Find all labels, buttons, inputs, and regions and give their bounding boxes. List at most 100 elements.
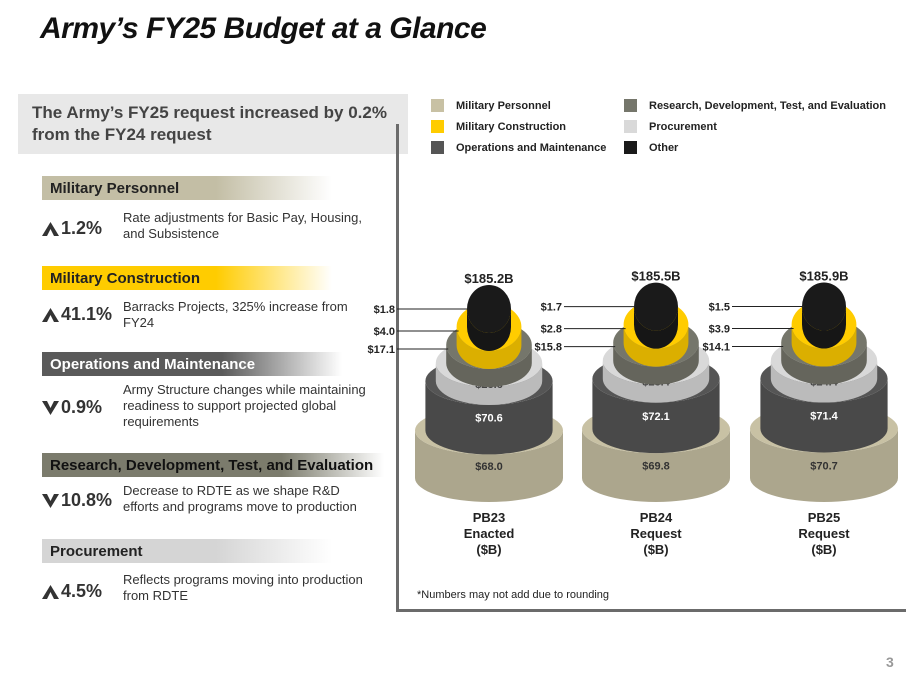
stack-value-label: $69.8 [642,461,670,473]
change-description: Army Structure changes while maintaining… [123,382,366,429]
legend-item-other: Other [624,141,678,154]
legend-label: Operations and Maintenance [456,141,607,154]
stack-total-label: $185.5B [631,269,680,284]
chevron-up-icon [42,584,59,599]
stack-other-1-side [467,308,511,351]
page-title: Army’s FY25 Budget at a Glance [40,12,487,45]
summary-box: The Army’s FY25 request increased by 0.2… [18,94,408,154]
legend-swatch [624,120,637,133]
legend-item-military-construction: Military Construction [431,120,566,133]
category-label: Enacted [464,526,515,541]
legend-label: Other [649,141,679,154]
change-procurement: 4.5% [42,581,102,602]
callout-value-label: $15.8 [534,342,562,354]
chevron-down-icon [42,493,59,508]
callout-value-label: $1.8 [374,304,395,316]
stack-value-label: $70.6 [475,413,503,425]
stack-operations-and-maintenance-2-side [592,378,720,454]
legend-label: Procurement [649,120,717,133]
legend-item-rdte: Research, Development, Test, and Evaluat… [624,99,886,112]
stack-value-label: $72.1 [642,411,670,423]
callout-value-label: $1.5 [709,302,730,314]
legend-item-operations-maintenance: Operations and Maintenance [431,141,606,154]
category-label: ($B) [811,542,836,557]
change-value: 1.2% [61,218,103,238]
category-label: Request [798,526,850,541]
divider-horizontal [396,609,906,612]
chevron-up-icon [42,307,59,322]
change-operations-maintenance: 0.9% [42,397,102,418]
stack-research-development-test-and-evaluation-2-side [613,342,699,385]
stack-value-label: $68.0 [475,461,503,473]
callout-value-label: $14.1 [702,342,730,354]
change-military-personnel: 1.2% [42,218,102,239]
stack-military-personnel-2-side [582,429,730,502]
category-row-rdte: 10.8% Decrease to RDTE as we shape R&D e… [42,483,382,523]
stack-value-label: $70.7 [810,460,838,472]
stack-procurement-3-side [770,360,878,403]
stack-other-1-top [467,284,511,333]
change-value: 10.8% [61,490,113,510]
stack-total-label: $185.9B [799,269,848,284]
category-label: Request [630,526,682,541]
page-number: 3 [886,654,894,670]
category-header-operations-maintenance: Operations and Maintenance [42,352,342,376]
legend-swatch [431,120,444,133]
callout-value-label: $4.0 [374,326,395,338]
legend-swatch [624,99,637,112]
change-description: Rate adjustments for Basic Pay, Housing,… [123,210,362,241]
stack-military-personnel-3-side [750,428,898,502]
change-value: 4.5% [61,581,103,601]
legend-item-procurement: Procurement [624,120,717,133]
stack-research-development-test-and-evaluation-1-side [446,344,532,387]
stack-military-construction-3-side [791,324,857,367]
category-label: ($B) [643,542,668,557]
stack-other-2-side [634,306,678,349]
change-description: Decrease to RDTE as we shape R&D efforts… [123,483,357,514]
legend-label: Research, Development, Test, and Evaluat… [649,99,886,112]
category-label: PB24 [640,510,673,525]
category-header-rdte: Research, Development, Test, and Evaluat… [42,453,384,477]
chevron-down-icon [42,400,59,415]
legend-swatch [431,141,444,154]
legend-swatch [624,141,637,154]
callout-value-label: $17.1 [367,344,395,356]
category-header-military-construction: Military Construction [42,266,332,290]
category-label: PB23 [473,510,506,525]
change-rdte: 10.8% [42,490,112,511]
summary-text: The Army’s FY25 request increased by 0.2… [32,103,387,144]
change-description: Reflects programs moving into production… [123,572,363,603]
stack-other-3-top [802,282,846,331]
stack-procurement-2-side [602,360,710,403]
divider-vertical [396,124,399,612]
stack-other-2-top [634,282,678,331]
category-row-military-construction: 41.1% Barracks Projects, 325% increase f… [42,298,382,338]
category-header-military-personnel: Military Personnel [42,176,332,200]
change-military-construction: 41.1% [42,304,112,325]
legend-label: Military Personnel [456,99,551,112]
stack-operations-and-maintenance-1-side [425,380,553,455]
legend-label: Military Construction [456,120,567,133]
stack-military-personnel-1-side [415,430,563,502]
stack-military-construction-2-side [623,324,689,367]
category-label: ($B) [476,542,501,557]
stack-military-construction-1-side [456,326,522,369]
stack-other-3-side [802,306,846,349]
category-row-military-personnel: 1.2% Rate adjustments for Basic Pay, Hou… [42,210,382,250]
chevron-up-icon [42,221,59,236]
change-value: 41.1% [61,304,113,324]
legend-item-military-personnel: Military Personnel [431,99,551,112]
footnote: *Numbers may not add due to rounding [417,589,610,601]
change-value: 0.9% [61,397,103,417]
callout-value-label: $3.9 [709,324,730,336]
change-description: Barracks Projects, 325% increase from FY… [123,299,348,330]
category-row-operations-maintenance: 0.9% Army Structure changes while mainta… [42,382,382,434]
legend-swatch [431,99,444,112]
stack-total-label: $185.2B [464,271,513,286]
category-header-procurement: Procurement [42,539,332,563]
stack-research-development-test-and-evaluation-3-side [781,342,867,385]
callout-value-label: $2.8 [541,324,562,336]
category-row-procurement: 4.5% Reflects programs moving into produ… [42,572,382,612]
callout-value-label: $1.7 [541,302,562,314]
